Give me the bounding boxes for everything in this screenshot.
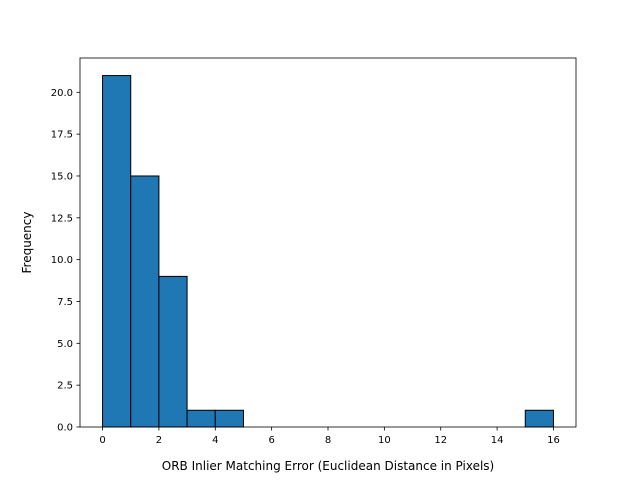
- y-tick-label: 7.5: [57, 297, 73, 308]
- x-tick-label: 10: [378, 435, 391, 446]
- x-tick-label: 16: [547, 435, 560, 446]
- y-axis-label: Frequency: [20, 212, 34, 274]
- y-tick-label: 0.0: [57, 423, 73, 434]
- y-axis-ticks: 0.0 2.5 5.0 7.5 10.0 12.5 15.0 17.5 20.0: [51, 88, 80, 434]
- x-tick-label: 6: [268, 435, 274, 446]
- histogram-bar-3: [186, 409, 216, 428]
- y-tick-label: 2.5: [57, 381, 73, 392]
- y-tick-label: 20.0: [51, 88, 73, 99]
- histogram-bar-1: [130, 175, 160, 428]
- x-axis-ticks: 0 2 4 6 8 10 12 14 16: [99, 427, 560, 446]
- x-tick-label: 0: [99, 435, 105, 446]
- histogram-bar-0: [102, 75, 132, 428]
- x-tick-label: 2: [156, 435, 162, 446]
- x-tick-label: 14: [491, 435, 504, 446]
- y-tick-label: 17.5: [51, 130, 73, 141]
- histogram-bar-15: [524, 409, 554, 428]
- x-tick-label: 8: [325, 435, 331, 446]
- y-tick-label: 10.0: [51, 255, 73, 266]
- y-tick-label: 5.0: [57, 339, 73, 350]
- plot-area: 0 2 4 6 8 10 12 14 16 0.0 2.5 5.0 7.5 10.0 12.5 15.0 17…: [51, 57, 577, 446]
- histogram-bar-4: [214, 409, 244, 428]
- histogram-bar-2: [158, 275, 188, 428]
- y-tick-label: 12.5: [51, 213, 73, 224]
- histogram-bars: [102, 75, 554, 428]
- x-tick-label: 12: [434, 435, 447, 446]
- x-tick-label: 4: [212, 435, 218, 446]
- y-tick-label: 15.0: [51, 171, 73, 182]
- x-axis-label: ORB Inlier Matching Error (Euclidean Dis…: [162, 459, 494, 473]
